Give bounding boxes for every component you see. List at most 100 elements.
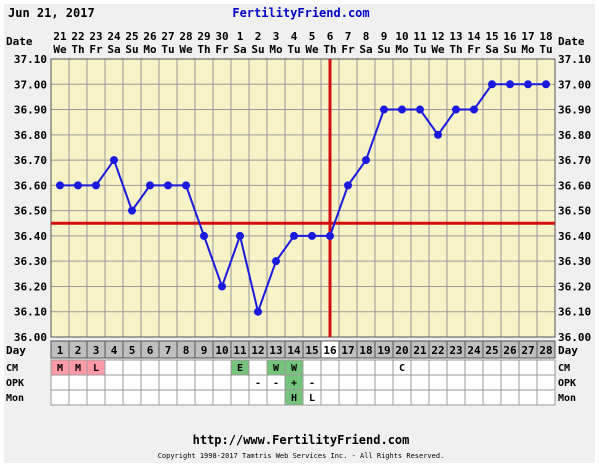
row-cell	[446, 389, 466, 406]
weekday-label: We	[431, 43, 445, 56]
y-tick-label-right: 37.10	[558, 53, 591, 66]
plot-border	[50, 58, 556, 338]
row-cell	[500, 359, 520, 376]
day-number: 7	[165, 344, 172, 357]
weekday-label: Sa	[233, 43, 246, 56]
weekday-label: Fr	[89, 43, 103, 56]
weekday-label: Tu	[161, 43, 174, 56]
weekday-label: Su	[503, 43, 516, 56]
temperature-point	[524, 80, 532, 89]
weekday-label: Tu	[287, 43, 300, 56]
day-number: 10	[215, 344, 228, 357]
row-cell-value: W	[291, 363, 298, 374]
y-tick-label-left: 36.70	[14, 154, 47, 167]
date-label: 21	[53, 30, 67, 43]
row-cell	[104, 359, 124, 376]
temperature-point	[200, 231, 208, 240]
temperature-point	[452, 105, 460, 114]
row-cell	[374, 389, 394, 406]
date-label: 3	[273, 30, 280, 43]
row-label-left: CM	[6, 363, 18, 374]
day-number: 25	[485, 344, 498, 357]
row-cell-value: -	[255, 378, 261, 389]
y-tick-label-left: 36.80	[14, 129, 47, 142]
row-cell	[320, 389, 340, 406]
date-label: 9	[381, 30, 388, 43]
row-cell	[68, 374, 88, 391]
weekday-label: Fr	[467, 43, 481, 56]
weekday-label: Mo	[143, 43, 157, 56]
date-row-label-right: Date	[558, 35, 585, 48]
y-tick-label-right: 36.20	[558, 280, 591, 293]
row-cell	[50, 374, 70, 391]
row-cell	[428, 389, 448, 406]
row-cell	[338, 389, 358, 406]
day-number: 12	[251, 344, 264, 357]
temperature-point	[326, 231, 334, 240]
row-cell	[194, 374, 214, 391]
row-cell	[392, 389, 412, 406]
date-label: 7	[345, 30, 352, 43]
row-cell	[230, 389, 250, 406]
row-cell	[176, 359, 196, 376]
row-cell	[410, 389, 430, 406]
row-cell	[104, 389, 124, 406]
date-label: 17	[521, 30, 534, 43]
temperature-point	[290, 231, 298, 240]
row-cell	[446, 374, 466, 391]
temperature-point	[542, 80, 550, 89]
day-number: 1	[57, 344, 64, 357]
weekday-label: Tu	[413, 43, 426, 56]
day-number: 5	[129, 344, 136, 357]
date-label: 11	[413, 30, 427, 43]
temperature-point	[92, 181, 100, 190]
date-label: 29	[197, 30, 210, 43]
y-tick-label-left: 37.00	[14, 78, 47, 91]
temperature-point	[434, 130, 442, 139]
row-cell	[68, 389, 88, 406]
temperature-point	[182, 181, 190, 190]
temperature-point	[74, 181, 82, 190]
date-label: 26	[143, 30, 157, 43]
row-cell	[518, 374, 538, 391]
row-cell	[536, 374, 556, 391]
row-cell	[428, 374, 448, 391]
grid-lines	[50, 58, 556, 338]
row-cell-value: M	[57, 363, 63, 374]
date-label: 24	[107, 30, 121, 43]
y-tick-label-right: 36.30	[558, 255, 591, 268]
temperature-point	[56, 181, 64, 190]
row-cell	[266, 389, 286, 406]
date-label: 28	[179, 30, 192, 43]
weekday-label: Sa	[485, 43, 498, 56]
date-row-label-left: Date	[6, 35, 33, 48]
temperature-point	[110, 156, 118, 165]
row-cell-value: W	[273, 363, 280, 374]
row-cell	[140, 359, 160, 376]
day-number: 28	[539, 344, 552, 357]
row-cell-value: L	[309, 393, 315, 404]
row-cell	[374, 374, 394, 391]
y-tick-label-right: 36.40	[558, 230, 591, 243]
row-cell	[122, 374, 142, 391]
date-label: 13	[449, 30, 462, 43]
temperature-point	[470, 105, 478, 114]
row-cell	[464, 359, 484, 376]
day-number: 20	[395, 344, 408, 357]
y-tick-label-right: 36.90	[558, 104, 591, 117]
date-label: 27	[161, 30, 174, 43]
row-cell	[410, 374, 430, 391]
y-tick-label-right: 36.80	[558, 129, 591, 142]
weekday-label: Su	[377, 43, 390, 56]
row-cell	[500, 389, 520, 406]
temperature-point	[218, 282, 226, 291]
temperature-point	[380, 105, 388, 114]
temperature-point	[416, 105, 424, 114]
weekday-label: Th	[323, 43, 336, 56]
weekday-label: Su	[125, 43, 138, 56]
day-number: 6	[147, 344, 154, 357]
y-tick-label-right: 36.10	[558, 306, 591, 319]
